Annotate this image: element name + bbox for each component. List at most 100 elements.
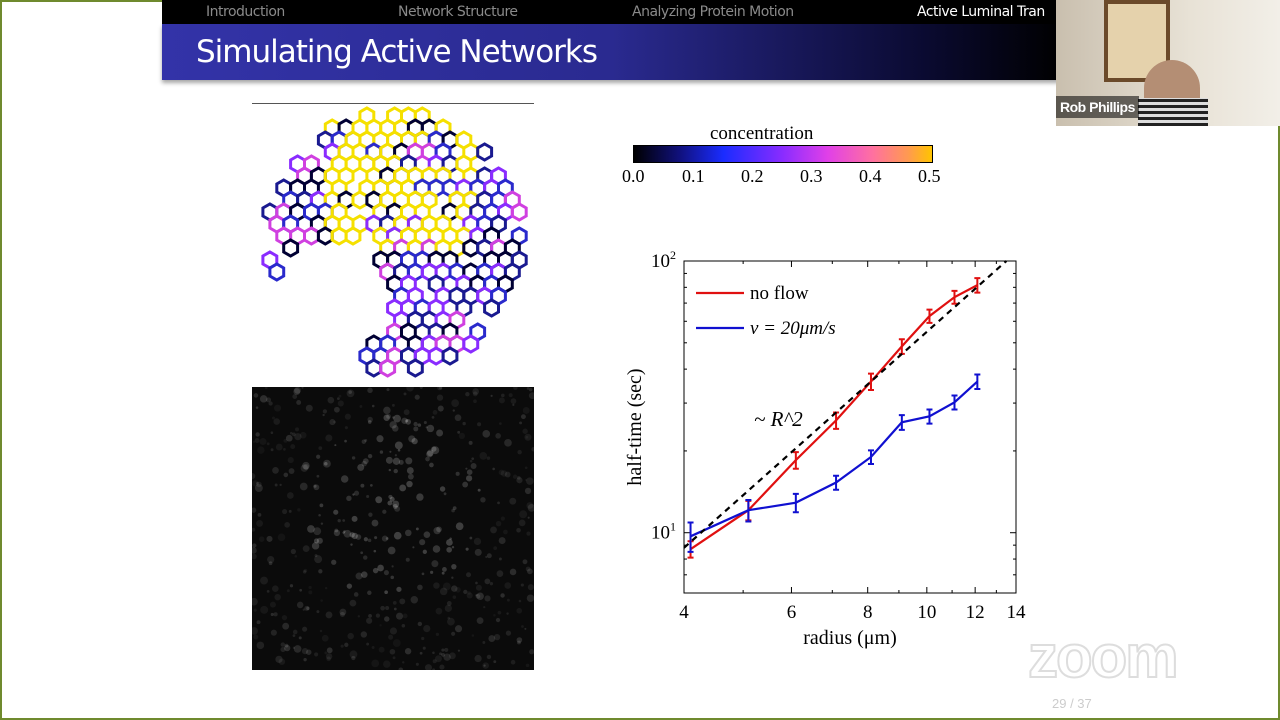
fluorescence-speck — [371, 659, 380, 668]
fluorescence-speck — [446, 539, 453, 546]
fluorescence-speck — [299, 482, 308, 491]
fluorescence-speck — [301, 648, 309, 655]
fluorescence-speck — [373, 549, 377, 553]
fluorescence-speck — [486, 456, 491, 460]
fluorescence-speck — [463, 589, 468, 595]
fluorescence-speck — [451, 585, 458, 592]
fluorescence-speck — [398, 459, 404, 465]
fluorescence-speck — [288, 468, 295, 474]
fluorescence-speck — [283, 447, 286, 451]
fluorescence-speck — [313, 527, 322, 536]
fluorescence-speck — [283, 438, 288, 443]
fluorescence-speck — [405, 557, 410, 562]
fluorescence-speck — [394, 441, 403, 450]
fluorescence-speck — [319, 503, 324, 508]
fluorescence-speck — [394, 505, 401, 512]
fluorescence-speck — [512, 474, 518, 479]
fluorescence-speck — [417, 584, 423, 591]
fluorescence-speck — [455, 471, 460, 476]
fluorescence-speck — [476, 592, 484, 601]
fluorescence-speck — [425, 426, 428, 429]
fluorescence-speck — [344, 426, 348, 430]
fluorescence-speck — [316, 537, 323, 544]
fluorescence-speck — [349, 532, 355, 538]
fluorescence-speck — [510, 398, 517, 405]
fluorescence-speck — [525, 435, 529, 439]
fluorescence-speck — [280, 646, 286, 653]
fluorescence-speck — [513, 387, 518, 390]
fluorescence-speck — [483, 664, 486, 667]
fluorescence-speck — [439, 486, 446, 492]
fluorescence-speck — [282, 508, 288, 515]
fluorescence-speck — [270, 629, 277, 636]
fluorescence-speck — [504, 582, 512, 589]
fluorescence-speck — [302, 570, 307, 574]
fluorescence-speck — [443, 653, 451, 661]
fluorescence-speck — [469, 459, 473, 463]
fluorescence-speck — [490, 526, 497, 534]
fluorescence-speck — [439, 652, 442, 656]
fluorescence-speck — [350, 543, 353, 546]
fluorescence-speck — [392, 425, 399, 432]
fluorescence-speck — [489, 582, 494, 586]
fluorescence-speck — [526, 502, 534, 509]
network-hexagon — [510, 202, 528, 222]
fluorescence-speck — [455, 522, 464, 531]
nav-active-luminal-transport[interactable]: Active Luminal Tran — [917, 4, 1045, 20]
fluorescence-speck — [265, 397, 272, 403]
fluorescence-speck — [257, 446, 265, 454]
divider — [252, 103, 534, 104]
fluorescence-speck — [273, 612, 278, 617]
network-hexagon — [476, 142, 494, 162]
fluorescence-speck — [431, 560, 439, 568]
fluorescence-speck — [256, 481, 259, 485]
fluorescence-speck — [495, 433, 501, 439]
fluorescence-speck — [482, 641, 486, 644]
fluorescence-speck — [435, 632, 440, 636]
nav-introduction[interactable]: Introduction — [206, 4, 285, 20]
network-hexagon — [441, 346, 459, 366]
fluorescence-speck — [524, 487, 532, 495]
fluorescence-speck — [325, 611, 333, 619]
fluorescence-speck — [466, 572, 472, 578]
fluorescence-speck — [517, 640, 521, 645]
fluorescence-speck — [399, 484, 407, 492]
fluorescence-speck — [475, 581, 478, 585]
microscopy-image — [252, 387, 534, 670]
fluorescence-speck — [439, 387, 443, 390]
fluorescence-speck — [277, 533, 286, 542]
fluorescence-speck — [466, 592, 473, 599]
fluorescence-speck — [273, 418, 281, 425]
fluorescence-speck — [524, 627, 527, 630]
network-hexagon — [406, 358, 424, 378]
fluorescence-speck — [268, 401, 273, 406]
fluorescence-speck — [284, 522, 291, 528]
fluorescence-speck — [500, 516, 505, 521]
fluorescence-speck — [366, 617, 373, 624]
colorbar-tick: 0.3 — [800, 166, 823, 186]
fluorescence-speck — [363, 537, 368, 542]
fluorescence-speck — [396, 586, 402, 592]
nav-analyzing-protein-motion[interactable]: Analyzing Protein Motion — [632, 4, 794, 20]
fluorescence-speck — [509, 568, 517, 576]
fluorescence-speck — [392, 503, 398, 509]
fluorescence-speck — [392, 656, 396, 660]
fluorescence-speck — [484, 578, 491, 585]
fluorescence-speck — [471, 634, 475, 637]
fluorescence-speck — [472, 388, 480, 395]
fluorescence-speck — [423, 625, 431, 633]
fluorescence-speck — [475, 584, 482, 591]
fluorescence-speck — [268, 561, 273, 566]
fluorescence-speck — [270, 448, 274, 452]
fluorescence-speck — [528, 392, 534, 400]
fluorescence-speck — [342, 531, 345, 534]
fluorescence-speck — [266, 535, 273, 542]
colorbar — [633, 145, 933, 163]
nav-network-structure[interactable]: Network Structure — [398, 4, 518, 20]
fluorescence-speck — [351, 515, 358, 522]
fluorescence-speck — [521, 625, 524, 628]
fluorescence-speck — [353, 490, 360, 496]
participant-video[interactable]: Rob Phillips — [1056, 0, 1280, 126]
fluorescence-speck — [327, 396, 335, 404]
fluorescence-speck — [497, 501, 500, 505]
